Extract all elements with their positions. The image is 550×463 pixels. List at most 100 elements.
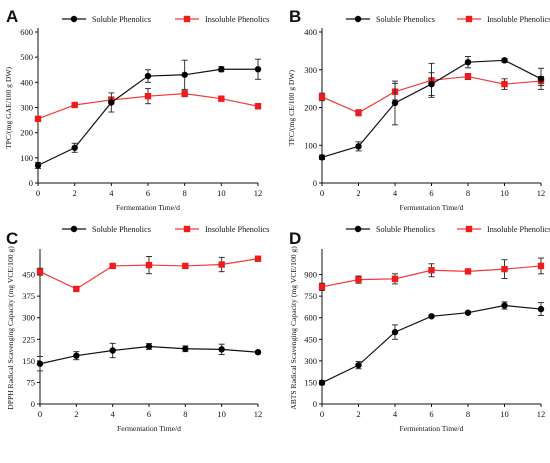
data-point	[181, 71, 188, 78]
data-point	[355, 109, 362, 116]
data-point	[355, 143, 362, 150]
legend-label: Insoluble Phenolics	[487, 225, 550, 234]
data-point	[73, 285, 80, 293]
y-tick-label: 100	[304, 140, 317, 150]
y-tick-label: 100	[20, 153, 33, 163]
y-tick-label: 150	[22, 356, 35, 366]
data-point	[144, 92, 152, 100]
x-tick-label: 12	[254, 188, 263, 198]
series-line	[37, 68, 258, 166]
series-insoluble-phenolics	[34, 88, 262, 123]
x-tick-label: 12	[537, 188, 546, 198]
series-insoluble-phenolics	[318, 257, 545, 291]
legend-item-insoluble-phenolics: Insoluble Phenolics	[175, 225, 269, 234]
x-tick-label: 10	[217, 409, 226, 419]
x-tick-label: 10	[217, 188, 226, 198]
x-tick-label: 2	[73, 188, 77, 198]
data-point	[254, 66, 262, 73]
x-tick-label: 4	[393, 409, 398, 419]
x-axis-label: Fermentation Time/d	[117, 424, 181, 433]
y-tick-label: 375	[22, 291, 35, 301]
panel-d: D 0 150 300 450 600 750 900 0 2 4 6 8 10 12 Fermentatio…	[289, 225, 550, 433]
data-point	[391, 328, 399, 336]
data-point	[71, 101, 78, 109]
series-soluble-phenolics	[36, 342, 262, 372]
data-point	[318, 379, 326, 386]
y-tick-label: 450	[22, 270, 35, 280]
data-point	[145, 343, 153, 350]
data-point	[34, 115, 42, 123]
y-tick-label: 500	[20, 52, 33, 62]
legend-label: Soluble Phenolics	[376, 225, 435, 234]
data-point	[464, 73, 472, 80]
legend-item-soluble-phenolics: Soluble Phenolics	[62, 225, 151, 234]
legend-label: Soluble Phenolics	[92, 225, 151, 234]
data-point	[318, 283, 326, 290]
legend-item-soluble-phenolics: Soluble Phenolics	[346, 15, 435, 24]
series-soluble-phenolics	[318, 56, 545, 161]
y-tick-label: 200	[20, 128, 33, 138]
data-point	[218, 261, 225, 268]
data-point	[182, 345, 189, 352]
legend: Soluble Phenolics Insoluble Phenolics	[346, 15, 550, 24]
y-tick-label: 0	[313, 178, 317, 188]
panel-letter: D	[289, 229, 301, 248]
y-tick-label: 150	[304, 377, 317, 387]
legend: Soluble Phenolics Insoluble Phenolics	[62, 225, 269, 234]
data-point	[428, 80, 435, 88]
legend-item-soluble-phenolics: Soluble Phenolics	[62, 15, 151, 24]
legend-item-insoluble-phenolics: Insoluble Phenolics	[175, 15, 269, 24]
legend-label: Insoluble Phenolics	[205, 225, 269, 234]
y-axis-label: TFC/(mg CE/100 g DW)	[287, 69, 296, 146]
panel-c: C 0 75 150 225 300 375 450 0 2 4 6 8 10 12 Fermentation…	[6, 225, 269, 433]
data-point	[73, 352, 80, 359]
data-point	[181, 90, 188, 97]
x-tick-label: 6	[147, 409, 151, 419]
data-point	[218, 346, 225, 353]
y-tick-label: 400	[20, 77, 33, 87]
data-point	[355, 361, 362, 369]
x-tick-label: 0	[36, 188, 40, 198]
legend: Soluble Phenolics Insoluble Phenolics	[346, 225, 550, 234]
y-tick-label: 400	[304, 27, 317, 37]
y-axis-label: TPC/(mg GAE/100 g DW)	[4, 67, 13, 150]
data-point	[501, 302, 508, 309]
data-point	[464, 268, 472, 275]
data-point	[71, 144, 78, 151]
data-point	[34, 162, 42, 169]
data-point	[182, 262, 189, 270]
x-tick-label: 6	[146, 188, 150, 198]
data-point	[254, 349, 262, 356]
y-tick-label: 225	[22, 334, 35, 344]
data-point	[355, 276, 362, 283]
x-tick-label: 0	[320, 409, 324, 419]
data-point	[145, 261, 153, 269]
y-tick-label: 750	[304, 291, 317, 301]
panel-letter: C	[6, 229, 18, 248]
x-tick-label: 6	[429, 409, 433, 419]
data-point	[36, 360, 44, 367]
y-tick-label: 0	[29, 178, 33, 188]
legend-label: Insoluble Phenolics	[487, 15, 550, 24]
x-tick-label: 10	[500, 188, 509, 198]
panel-a: A 0 100 200 300 400 500 600 0 2 4 6 8 10 12 Fermentatio…	[4, 7, 269, 212]
series-insoluble-phenolics	[36, 255, 262, 293]
data-point	[537, 305, 545, 313]
data-point	[144, 72, 152, 80]
y-tick-label: 0	[31, 399, 35, 409]
data-point	[537, 262, 545, 270]
y-axis-label: DPPH Radical Scavenging Capacity (mg VCE…	[6, 246, 15, 410]
data-point	[464, 59, 472, 66]
x-tick-label: 12	[254, 409, 263, 419]
x-tick-label: 8	[183, 409, 187, 419]
x-tick-label: 6	[429, 188, 433, 198]
data-point	[391, 275, 399, 283]
data-point	[501, 80, 508, 88]
x-tick-label: 4	[109, 188, 114, 198]
data-point	[391, 99, 399, 107]
x-axis-label: Fermentation Time/d	[116, 203, 180, 212]
x-tick-label: 0	[320, 188, 324, 198]
y-tick-label: 600	[20, 27, 33, 37]
x-axis-label: Fermentation Time/d	[400, 424, 464, 433]
